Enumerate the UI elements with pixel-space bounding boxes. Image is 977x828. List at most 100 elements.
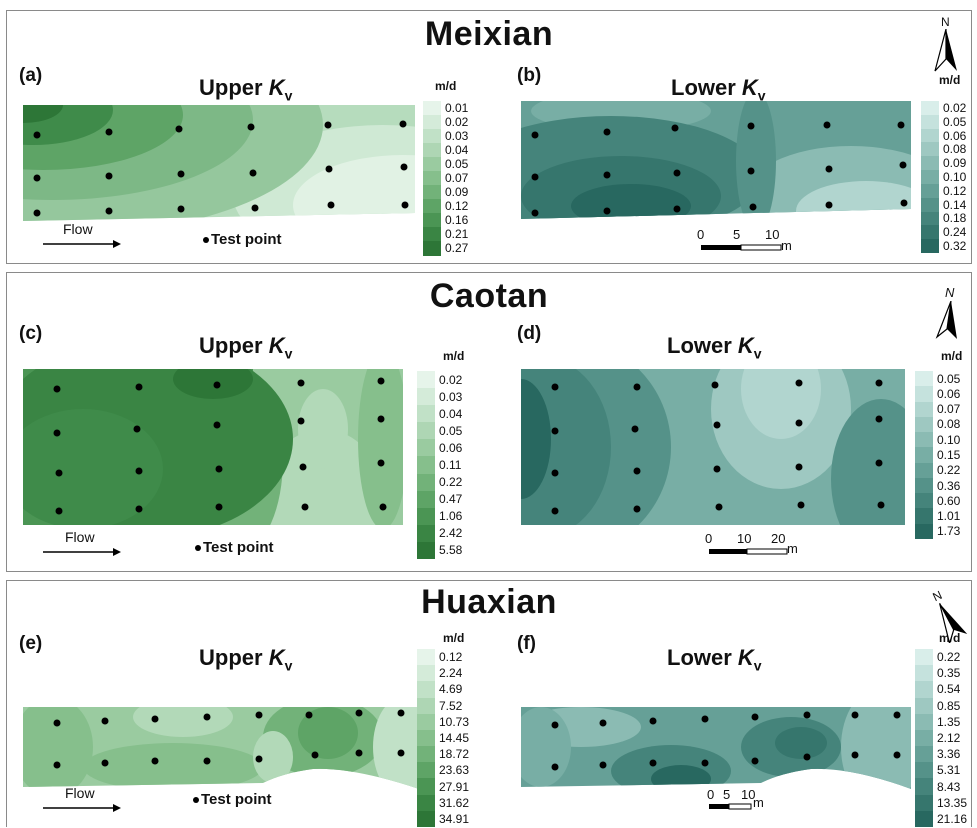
contour-map-upper-caotan: [23, 369, 403, 525]
legend-tick-label: 0.36: [937, 478, 961, 493]
scale-tick: 20: [771, 531, 786, 546]
legend-tick-label: 0.35: [937, 666, 961, 681]
legend-tick-label: 0.11: [439, 458, 462, 472]
legend-tick-label: 0.10: [943, 170, 967, 184]
test-points: [33, 120, 409, 217]
legend-swatch: [423, 241, 441, 256]
legend-tick-label: 0.09: [943, 156, 967, 171]
legend-swatch: [417, 473, 435, 492]
legend-swatch: [921, 170, 939, 185]
legend-color-bar: [915, 649, 933, 828]
legend-unit: m/d: [939, 73, 961, 87]
contour-map-upper-meixian: [23, 105, 415, 221]
legend-swatch: [915, 386, 933, 403]
legend-tick-label: 27.91: [439, 779, 470, 794]
legend-swatch: [417, 665, 435, 682]
legend-swatch: [921, 128, 939, 143]
legend-tick-label: 0.32: [943, 239, 967, 254]
legend-swatch: [423, 185, 441, 200]
panel-title-upper: Upper Kv: [199, 75, 293, 104]
scale-unit: m: [781, 238, 792, 253]
legend-swatch: [417, 697, 435, 715]
legend-tick-label: 2.42: [439, 526, 463, 541]
test-points: [53, 377, 387, 515]
site-title: Meixian: [424, 15, 554, 53]
legend-tick-label: 0.03: [445, 129, 469, 143]
legend-tick-label: 31.62: [439, 795, 470, 810]
test-point-legend: Test point: [203, 231, 282, 248]
legend-swatch: [417, 388, 435, 406]
legend-swatch: [423, 199, 441, 214]
test-point-legend: Test point: [195, 539, 274, 556]
legend-tick-label: 0.07: [445, 171, 469, 185]
legend-swatch: [417, 405, 435, 423]
legend-tick-label: 0.09: [445, 185, 469, 199]
legend-swatch: [417, 371, 435, 389]
legend-swatch: [921, 156, 939, 171]
legend-swatch: [915, 778, 933, 796]
legend-color-bar: [915, 371, 933, 540]
test-point-dot-icon: [193, 797, 199, 804]
legend-swatch: [423, 213, 441, 228]
legend-swatch: [423, 115, 441, 130]
legend-tick-label: 3.36: [937, 747, 961, 762]
legend-swatch: [921, 183, 939, 199]
legend-swatch: [921, 114, 939, 130]
legend-tick-label: 0.47: [439, 492, 463, 507]
scale-tick: 0: [707, 787, 715, 802]
legend-tick-label: 0.60: [937, 493, 961, 508]
legend-unit: m/d: [435, 79, 457, 93]
legend-swatch: [423, 227, 441, 242]
legend-tick-label: 0.22: [937, 650, 961, 665]
legend-tick-label: 0.04: [445, 143, 469, 157]
scale-tick: 0: [697, 227, 705, 242]
legend-tick-label: 0.06: [439, 440, 463, 455]
legend-tick-label: 2.12: [937, 731, 961, 745]
legend-swatch: [921, 101, 939, 116]
legend-swatch: [423, 143, 441, 158]
legend-tick-label: 1.06: [439, 509, 463, 524]
legend-swatch: [417, 762, 435, 779]
contour-map-lower-huaxian: [521, 707, 911, 789]
scale-bar-graphic: [701, 244, 782, 251]
panel-label-f: (f): [517, 633, 536, 654]
panel-label-e: (e): [19, 633, 43, 654]
scale-bar-graphic: [709, 803, 752, 810]
legend-swatch: [417, 713, 435, 731]
legend-tick-label: 0.21: [445, 227, 469, 241]
legend-tick-label: 18.72: [439, 747, 470, 762]
legend-swatch: [417, 729, 435, 747]
contour-map-lower-meixian: [521, 101, 911, 219]
legend-lower-meixian: m/d 0.02 0.05 0.06 0.08 0.09 0.10 0.12 0.14 0.18…: [921, 67, 971, 257]
panel-title-upper: Upper Kv: [199, 333, 293, 362]
legend-tick-label: 5.58: [439, 543, 463, 558]
legend-swatch: [417, 422, 435, 440]
legend-tick-label: 1.01: [937, 509, 961, 524]
scale-unit: m: [787, 541, 798, 556]
legend-swatch: [915, 746, 933, 763]
legend-swatch: [417, 507, 435, 526]
scale-bar: 0 5 10 m: [697, 227, 797, 257]
legend-tick-label: 0.02: [943, 100, 967, 115]
legend-swatch: [417, 524, 435, 543]
legend-swatch: [915, 762, 933, 779]
legend-swatch: [417, 810, 435, 828]
legend-swatch: [423, 171, 441, 186]
legend-swatch: [921, 211, 939, 226]
legend-tick-label: 0.08: [943, 142, 967, 157]
legend-tick-label: 0.12: [943, 183, 967, 198]
legend-swatch: [915, 729, 933, 747]
legend-unit: m/d: [443, 349, 465, 363]
legend-swatch: [417, 456, 435, 475]
legend-tick-label: 0.07: [937, 402, 961, 417]
scale-bar-graphic: [709, 548, 788, 555]
legend-tick-label: 7.52: [439, 698, 463, 713]
site-title: Huaxian: [421, 583, 557, 621]
legend-swatch: [915, 477, 933, 494]
test-points: [53, 709, 405, 769]
site-panel-caotan: Caotan (c) Upper Kv m/d 0.02 0.03 0.04 0: [6, 272, 972, 572]
legend-swatch: [915, 432, 933, 448]
panel-title-lower: Lower Kv: [667, 645, 762, 674]
legend-swatch: [423, 129, 441, 144]
legend-tick-label: 0.12: [445, 199, 469, 213]
